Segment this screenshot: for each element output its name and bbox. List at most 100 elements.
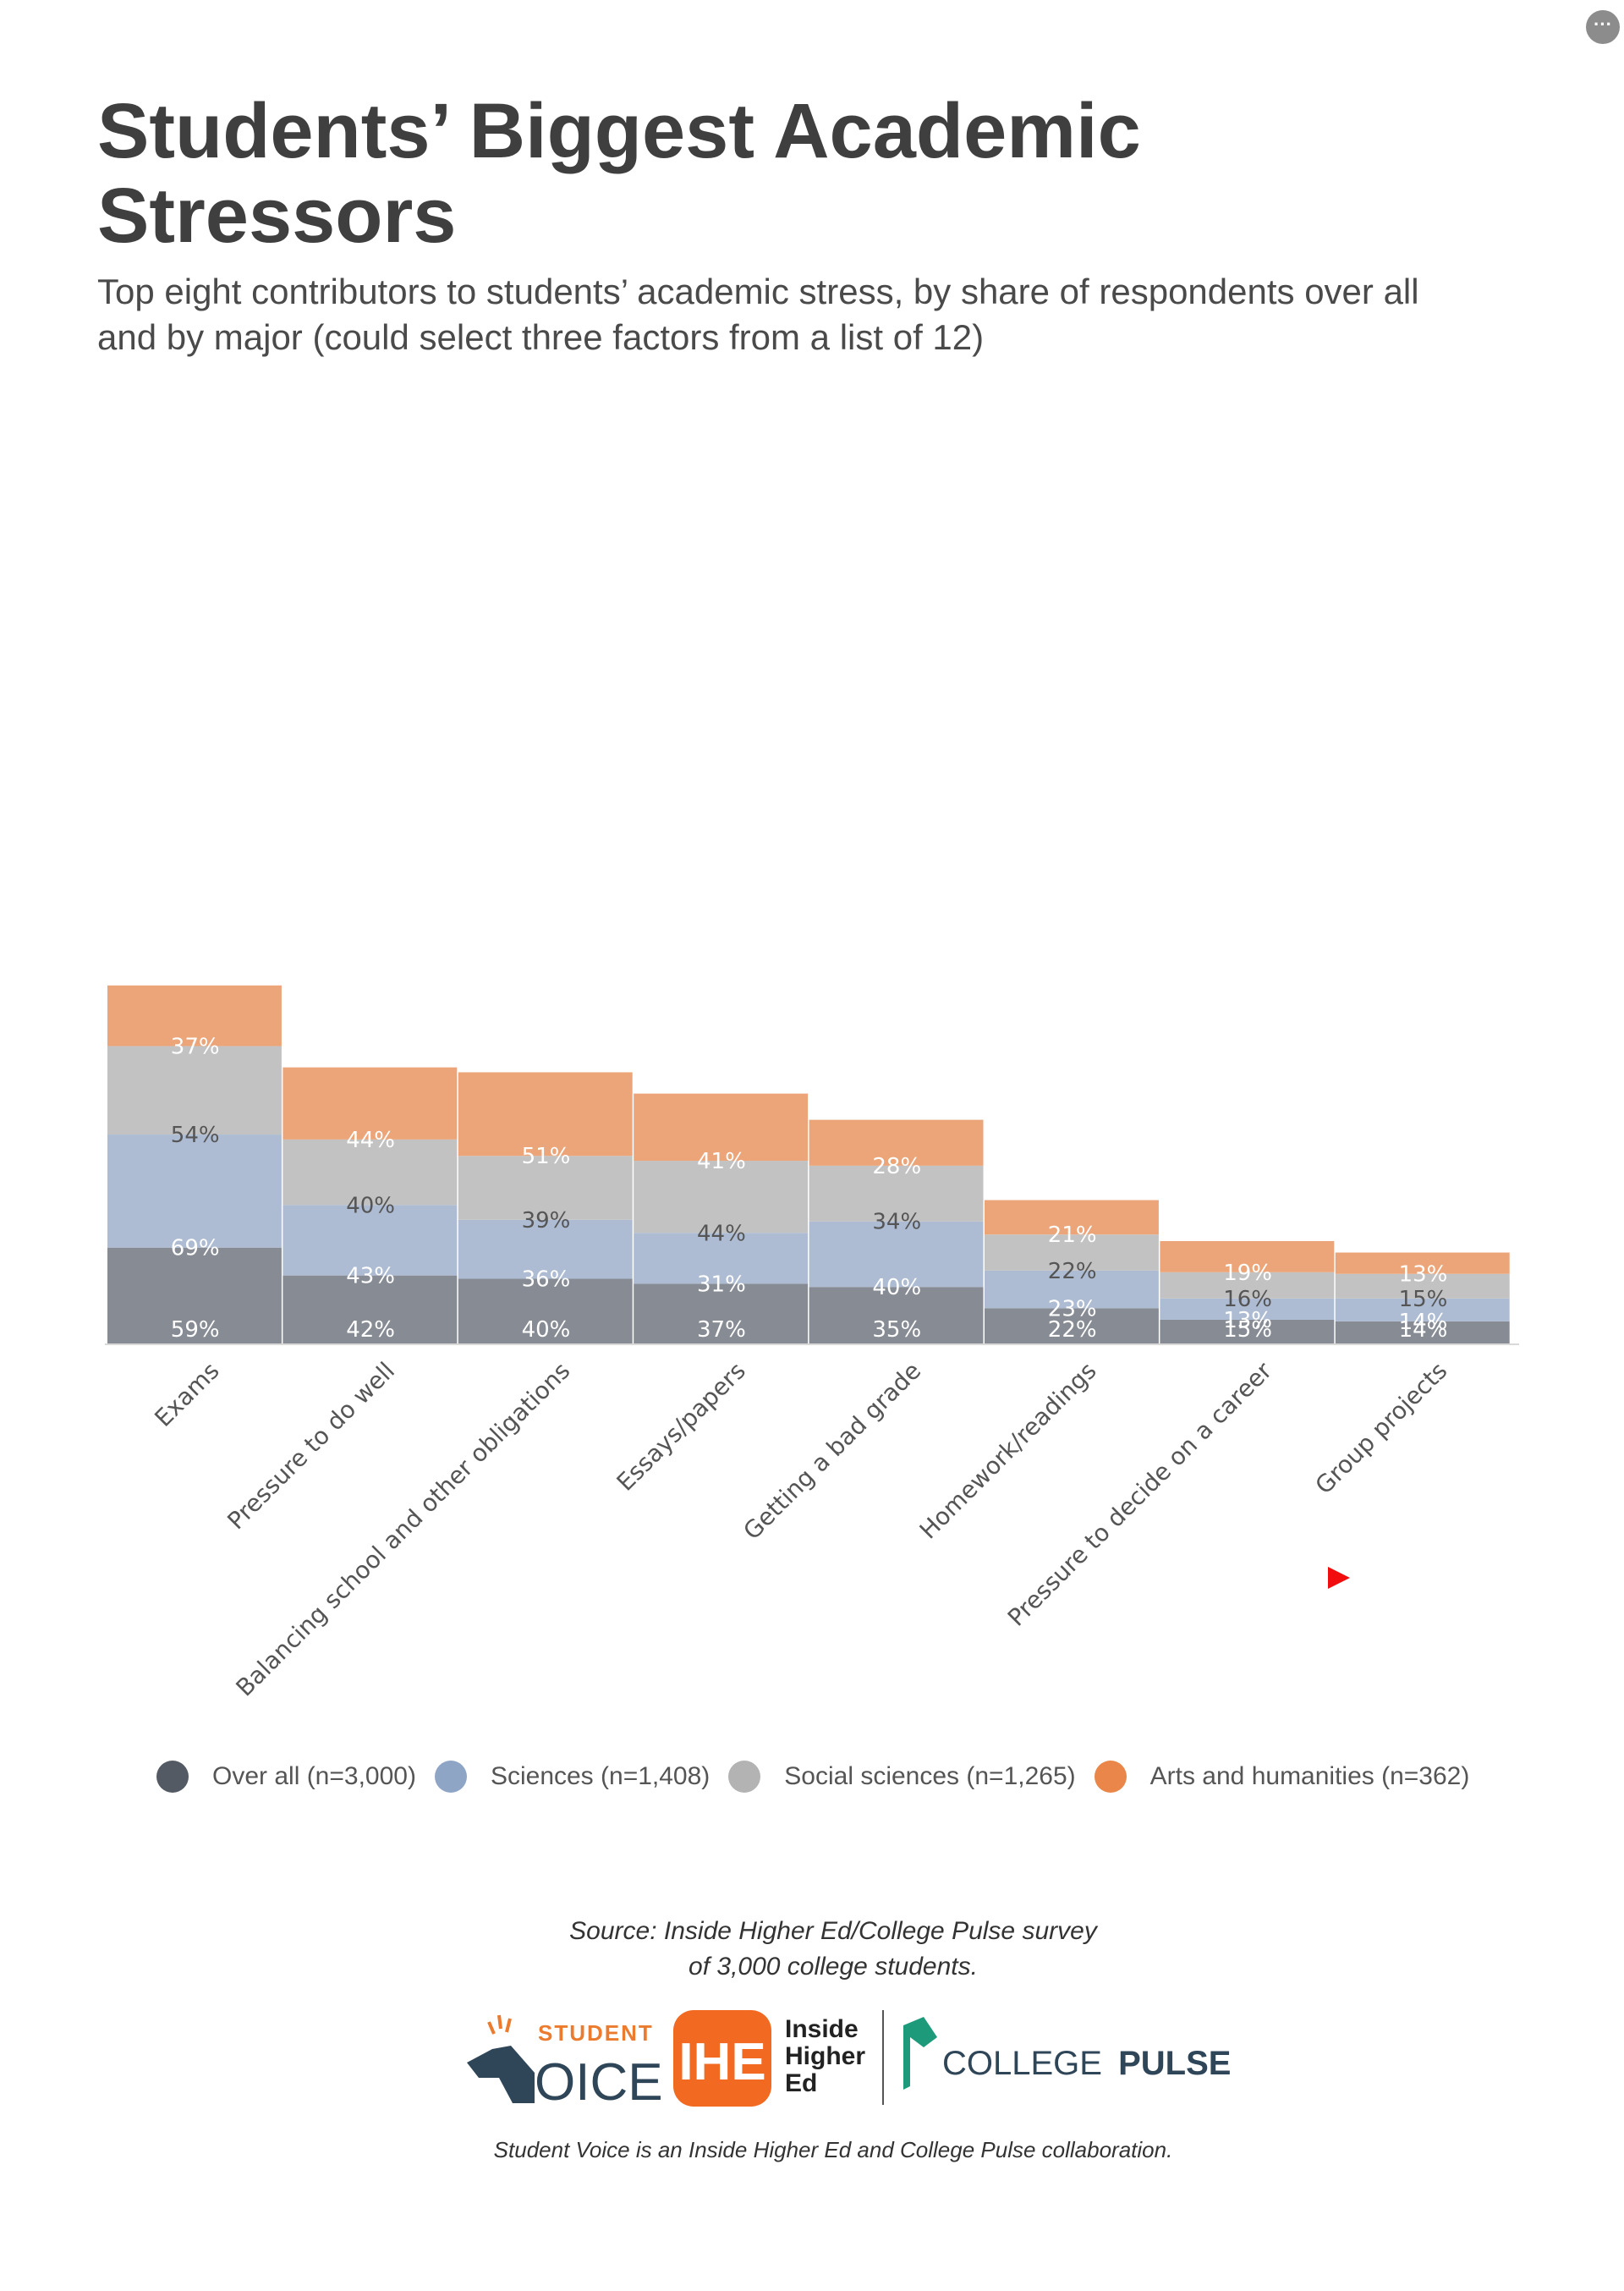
student-voice-logo: STUDENT OICE bbox=[467, 2014, 663, 2112]
legend-dot-arts-humanities bbox=[1094, 1761, 1127, 1793]
bar-exams-1[interactable] bbox=[107, 1247, 282, 1344]
bar-getting-a-bad-grade-1[interactable] bbox=[809, 1287, 984, 1344]
source-line-2: of 3,000 college students. bbox=[689, 1953, 978, 1981]
value-label-group-projects-4: 13% bbox=[1399, 1262, 1448, 1288]
bar-pressure-to-do-well-2[interactable] bbox=[283, 1205, 458, 1276]
ihe-line-3: Ed bbox=[785, 2069, 817, 2097]
value-label-getting-a-bad-grade-4: 28% bbox=[872, 1154, 921, 1179]
legend-label-overall: Over all (n=3,000) bbox=[212, 1762, 416, 1790]
category-label-exams: Exams bbox=[149, 1357, 224, 1432]
svg-text:COLLEGE PULSE: COLLEGE PULSE bbox=[942, 2045, 1231, 2082]
category-label-balancing-school-and-other-obligations: Balancing school and other obligations bbox=[230, 1357, 575, 1702]
legend-dot-overall bbox=[156, 1761, 189, 1793]
category-label-homework-readings: Homework/readings bbox=[914, 1357, 1102, 1545]
bar-balancing-school-and-other-obligations-2[interactable] bbox=[458, 1219, 633, 1279]
legend-item-overall[interactable]: Over all (n=3,000) bbox=[156, 1761, 416, 1793]
chart-subtitle: Top eight contributors to students’ acad… bbox=[97, 272, 1419, 357]
more-options-icon[interactable]: ··· bbox=[1586, 10, 1620, 44]
bar-group-projects-1[interactable] bbox=[1335, 1321, 1510, 1344]
inside-higher-ed-logo: IHE Inside Higher Ed bbox=[673, 2010, 884, 2107]
value-label-homework-readings-3: 22% bbox=[1048, 1259, 1097, 1284]
bar-getting-a-bad-grade-2[interactable] bbox=[809, 1221, 984, 1288]
value-label-group-projects-1: 14% bbox=[1399, 1317, 1448, 1343]
value-label-balancing-school-and-other-obligations-4: 51% bbox=[522, 1144, 571, 1169]
value-label-essays-papers-4: 41% bbox=[697, 1149, 746, 1174]
source-note: Source: Inside Higher Ed/College Pulse s… bbox=[0, 1914, 1624, 1985]
bar-pressure-to-decide-on-a-career-1[interactable] bbox=[1160, 1319, 1335, 1344]
value-label-group-projects-2: 14% bbox=[1399, 1310, 1448, 1335]
bar-essays-papers-1[interactable] bbox=[634, 1283, 809, 1344]
bar-balancing-school-and-other-obligations-4[interactable] bbox=[458, 1072, 633, 1156]
legend-item-sciences[interactable]: Sciences (n=1,408) bbox=[434, 1761, 710, 1793]
partner-logos: STUDENT OICE IHE Inside Higher Ed COLLEG… bbox=[467, 2010, 1231, 2112]
college-pulse-word-2: PULSE bbox=[1118, 2045, 1231, 2082]
red-pointer-icon bbox=[1328, 1567, 1350, 1589]
value-label-pressure-to-do-well-3: 40% bbox=[346, 1193, 395, 1218]
value-label-exams-1: 59% bbox=[171, 1317, 220, 1343]
chart-title: Students’ Biggest Academic Stressors bbox=[97, 88, 1141, 259]
bar-essays-papers-2[interactable] bbox=[634, 1233, 809, 1284]
bar-pressure-to-decide-on-a-career-2[interactable] bbox=[1160, 1298, 1335, 1320]
value-label-essays-papers-3: 44% bbox=[697, 1221, 746, 1246]
college-pulse-word-1: COLLEGE bbox=[942, 2045, 1102, 2082]
legend-item-social-sciences[interactable]: Social sciences (n=1,265) bbox=[728, 1761, 1076, 1793]
value-label-group-projects-3: 15% bbox=[1399, 1287, 1448, 1312]
bar-group-projects-4[interactable] bbox=[1335, 1252, 1510, 1274]
legend-label-social-sciences: Social sciences (n=1,265) bbox=[784, 1762, 1076, 1790]
value-label-pressure-to-decide-on-a-career-2: 13% bbox=[1223, 1308, 1272, 1333]
value-label-pressure-to-decide-on-a-career-3: 16% bbox=[1223, 1287, 1272, 1312]
ihe-mark-text: IHE bbox=[678, 2033, 765, 2091]
bar-pressure-to-do-well-1[interactable] bbox=[283, 1275, 458, 1344]
value-label-getting-a-bad-grade-3: 34% bbox=[872, 1210, 921, 1235]
bar-balancing-school-and-other-obligations-3[interactable] bbox=[458, 1156, 633, 1220]
bar-homework-readings-4[interactable] bbox=[985, 1200, 1159, 1235]
bar-balancing-school-and-other-obligations-1[interactable] bbox=[458, 1278, 633, 1344]
bar-homework-readings-2[interactable] bbox=[985, 1270, 1159, 1309]
bar-exams-4[interactable] bbox=[107, 985, 282, 1047]
bar-group-projects-3[interactable] bbox=[1335, 1273, 1510, 1299]
legend-label-arts-humanities: Arts and humanities (n=362) bbox=[1149, 1762, 1470, 1790]
value-label-pressure-to-do-well-4: 44% bbox=[346, 1128, 395, 1153]
value-label-balancing-school-and-other-obligations-1: 40% bbox=[522, 1317, 571, 1343]
legend-item-arts-humanities[interactable]: Arts and humanities (n=362) bbox=[1094, 1761, 1470, 1793]
bar-exams-2[interactable] bbox=[107, 1135, 282, 1248]
category-label-getting-a-bad-grade: Getting a bad grade bbox=[738, 1357, 926, 1546]
value-label-essays-papers-1: 37% bbox=[697, 1317, 746, 1343]
bar-getting-a-bad-grade-3[interactable] bbox=[809, 1165, 984, 1222]
bar-homework-readings-1[interactable] bbox=[985, 1308, 1159, 1344]
value-label-pressure-to-decide-on-a-career-4: 19% bbox=[1223, 1261, 1272, 1286]
ihe-line-1: Inside bbox=[785, 2015, 859, 2043]
value-label-essays-papers-2: 31% bbox=[697, 1272, 746, 1297]
bar-exams-3[interactable] bbox=[107, 1046, 282, 1135]
bar-getting-a-bad-grade-4[interactable] bbox=[809, 1119, 984, 1166]
bar-essays-papers-4[interactable] bbox=[634, 1093, 809, 1162]
bar-essays-papers-3[interactable] bbox=[634, 1161, 809, 1233]
legend-dot-sciences bbox=[434, 1761, 467, 1793]
category-label-essays-papers: Essays/papers bbox=[612, 1357, 751, 1497]
bar-homework-readings-3[interactable] bbox=[985, 1234, 1159, 1271]
bar-pressure-to-decide-on-a-career-4[interactable] bbox=[1160, 1240, 1335, 1272]
category-label-pressure-to-do-well: Pressure to do well bbox=[222, 1357, 400, 1536]
value-label-pressure-to-do-well-2: 43% bbox=[346, 1264, 395, 1289]
value-label-exams-2: 69% bbox=[171, 1236, 220, 1261]
bar-pressure-to-do-well-3[interactable] bbox=[283, 1139, 458, 1206]
legend-dot-social-sciences bbox=[728, 1761, 761, 1793]
bar-pressure-to-decide-on-a-career-3[interactable] bbox=[1160, 1272, 1335, 1299]
value-label-exams-3: 54% bbox=[171, 1123, 220, 1148]
chart-legend: Over all (n=3,000) Sciences (n=1,408) So… bbox=[156, 1755, 1488, 1798]
labels-layer: 59% 69% 54% 37% 42% 43% 40% 44% 40% 36% 39% 51% 37% 3… bbox=[171, 1034, 1448, 1343]
value-label-exams-4: 37% bbox=[171, 1034, 220, 1059]
value-label-homework-readings-1: 22% bbox=[1048, 1317, 1097, 1343]
bars-layer bbox=[107, 985, 1510, 1344]
ihe-line-2: Higher bbox=[785, 2042, 865, 2070]
value-label-balancing-school-and-other-obligations-2: 36% bbox=[522, 1267, 571, 1293]
source-line-1: Source: Inside Higher Ed/College Pulse s… bbox=[569, 1917, 1097, 1945]
bar-group-projects-2[interactable] bbox=[1335, 1298, 1510, 1321]
value-label-getting-a-bad-grade-2: 40% bbox=[872, 1275, 921, 1300]
value-label-pressure-to-do-well-1: 42% bbox=[346, 1317, 395, 1343]
value-label-pressure-to-decide-on-a-career-1: 15% bbox=[1223, 1317, 1272, 1343]
bar-pressure-to-do-well-4[interactable] bbox=[283, 1067, 458, 1140]
footer-note: Student Voice is an Inside Higher Ed and… bbox=[493, 2137, 1173, 2162]
student-voice-top-text: STUDENT bbox=[538, 2020, 654, 2046]
